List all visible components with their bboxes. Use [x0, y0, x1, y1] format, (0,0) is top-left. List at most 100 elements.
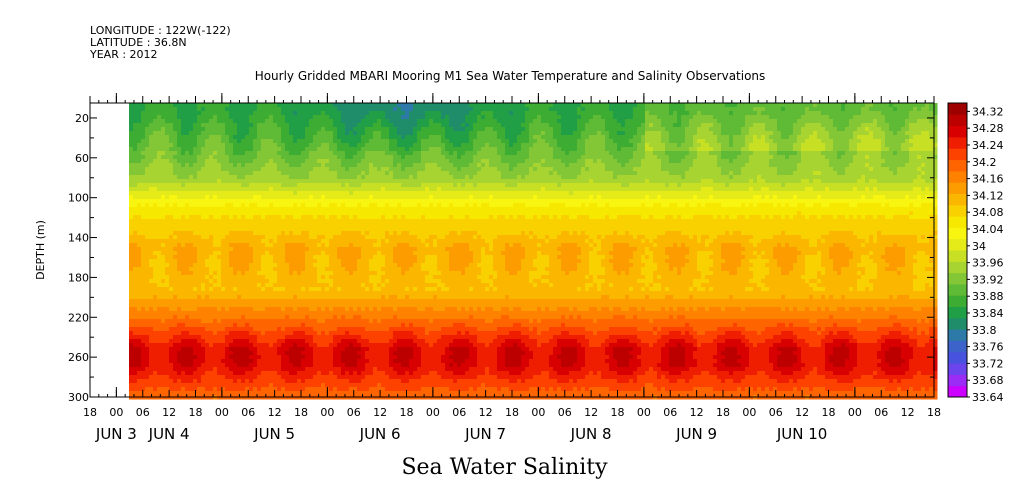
colorbar-label: 33.92: [972, 273, 1004, 286]
colorbar-swatch: [948, 170, 967, 183]
colorbar-swatch: [948, 114, 967, 127]
colorbar-swatch: [948, 182, 967, 194]
colorbar-label: 34.28: [972, 122, 1004, 135]
colorbar-label: 34.16: [972, 173, 1004, 186]
colorbar-swatch: [948, 317, 967, 330]
colorbar-label: 33.68: [972, 374, 1004, 387]
x-hour-label: 18: [716, 406, 730, 419]
colorbar-swatch: [948, 238, 967, 251]
colorbar-swatch: [948, 148, 967, 161]
colorbar-label: 33.84: [972, 307, 1004, 320]
colorbar-label: 33.76: [972, 341, 1004, 354]
colorbar-swatch: [948, 136, 967, 149]
colorbar-label: 33.96: [972, 257, 1004, 270]
colorbar-label: 33.64: [972, 391, 1004, 404]
x-day-label: JUN 6: [359, 425, 401, 443]
colorbar-frame: [947, 102, 968, 398]
colorbar-swatch: [948, 261, 967, 274]
colorbar-swatch: [948, 193, 967, 206]
x-hour-label: 06: [558, 406, 572, 419]
x-hour-label: 00: [320, 406, 334, 419]
colorbar-swatch: [948, 363, 967, 375]
x-hour-label: 12: [162, 406, 176, 419]
x-hour-label: 06: [136, 406, 150, 419]
x-hour-label: 12: [584, 406, 598, 419]
y-tick-label: 20: [75, 112, 89, 125]
x-hour-label: 06: [874, 406, 888, 419]
colorbar-swatch: [948, 283, 967, 296]
colorbar-swatch: [948, 204, 967, 217]
year-label: YEAR : 2012: [90, 48, 158, 61]
x-hour-label: 06: [769, 406, 783, 419]
x-day-label: JUN 10: [776, 425, 827, 443]
colorbar-label: 34.32: [972, 105, 1004, 118]
x-hour-label: 18: [927, 406, 941, 419]
colorbar-swatch: [948, 340, 967, 353]
colorbar-swatch: [948, 329, 967, 341]
colorbar-label: 34.04: [972, 223, 1004, 236]
colorbar-label: 34.12: [972, 189, 1004, 202]
chart-axes: 20 60 100 140 180 220 260 300 DEPTH (m) 18 00 06 12 1…: [34, 93, 941, 443]
colorbar-label: 34.24: [972, 139, 1004, 152]
x-day-label: JUN 4: [148, 425, 190, 443]
x-day-label: JUN 9: [675, 425, 717, 443]
y-tick-label: 100: [68, 192, 89, 205]
x-hour-label: 18: [83, 406, 97, 419]
y-axis-label: DEPTH (m): [34, 220, 47, 280]
colorbar-swatch: [948, 216, 967, 228]
x-hour-label: 00: [531, 406, 545, 419]
colorbar-label: 33.8: [972, 324, 997, 337]
colorbar-label: 33.72: [972, 357, 1004, 370]
x-day-label: JUN 3: [95, 425, 137, 443]
x-hour-label: 18: [189, 406, 203, 419]
y-tick-label: 260: [68, 351, 89, 364]
colorbar-swatch: [948, 374, 967, 387]
colorbar: 34.32 34.28 34.24 34.2 34.16 34.12 34.08 34.04 3…: [947, 102, 1004, 404]
colorbar-swatch: [948, 385, 967, 398]
x-hour-label: 18: [822, 406, 836, 419]
colorbar-label: 34.2: [972, 156, 997, 169]
x-hour-label: 06: [663, 406, 677, 419]
x-hour-label: 12: [901, 406, 915, 419]
colorbar-swatch: [948, 295, 967, 308]
salinity-contour-field: [129, 103, 938, 400]
x-hour-label: 00: [637, 406, 651, 419]
x-hour-label: 12: [268, 406, 282, 419]
x-hour-label: 18: [611, 406, 625, 419]
x-hour-label: 12: [479, 406, 493, 419]
chart-title: Hourly Gridded MBARI Mooring M1 Sea Wate…: [254, 69, 766, 83]
colorbar-swatch: [948, 227, 967, 240]
latitude-label: LATITUDE : 36.8N: [90, 36, 187, 49]
x-hour-label: 00: [215, 406, 229, 419]
colorbar-label: 34: [972, 240, 986, 253]
colorbar-swatch: [948, 159, 967, 172]
x-hour-label: 06: [241, 406, 255, 419]
x-hour-label: 06: [347, 406, 361, 419]
y-tick-label: 300: [68, 391, 89, 404]
y-tick-label: 220: [68, 311, 89, 324]
colorbar-label: 33.88: [972, 290, 1004, 303]
longitude-label: LONGITUDE : 122W(-122): [90, 24, 231, 37]
y-tick-label: 140: [68, 232, 89, 245]
colorbar-swatch: [948, 351, 967, 364]
bottom-title: Sea Water Salinity: [401, 455, 608, 480]
colorbar-swatch: [948, 125, 967, 138]
x-hour-label: 00: [426, 406, 440, 419]
y-tick-label: 180: [68, 271, 89, 284]
x-hour-label: 06: [452, 406, 466, 419]
y-tick-label: 60: [75, 152, 89, 165]
colorbar-label: 34.08: [972, 206, 1004, 219]
x-day-label: JUN 7: [464, 425, 506, 443]
x-day-label: JUN 5: [253, 425, 295, 443]
x-hour-label: 12: [795, 406, 809, 419]
colorbar-swatch: [948, 306, 967, 319]
x-hour-label: 00: [109, 406, 123, 419]
x-day-label: JUN 8: [570, 425, 612, 443]
x-hour-label: 12: [690, 406, 704, 419]
x-hour-label: 12: [373, 406, 387, 419]
colorbar-swatch: [948, 250, 967, 262]
colorbar-swatch: [948, 272, 967, 285]
x-hour-label: 00: [848, 406, 862, 419]
x-hour-label: 18: [505, 406, 519, 419]
